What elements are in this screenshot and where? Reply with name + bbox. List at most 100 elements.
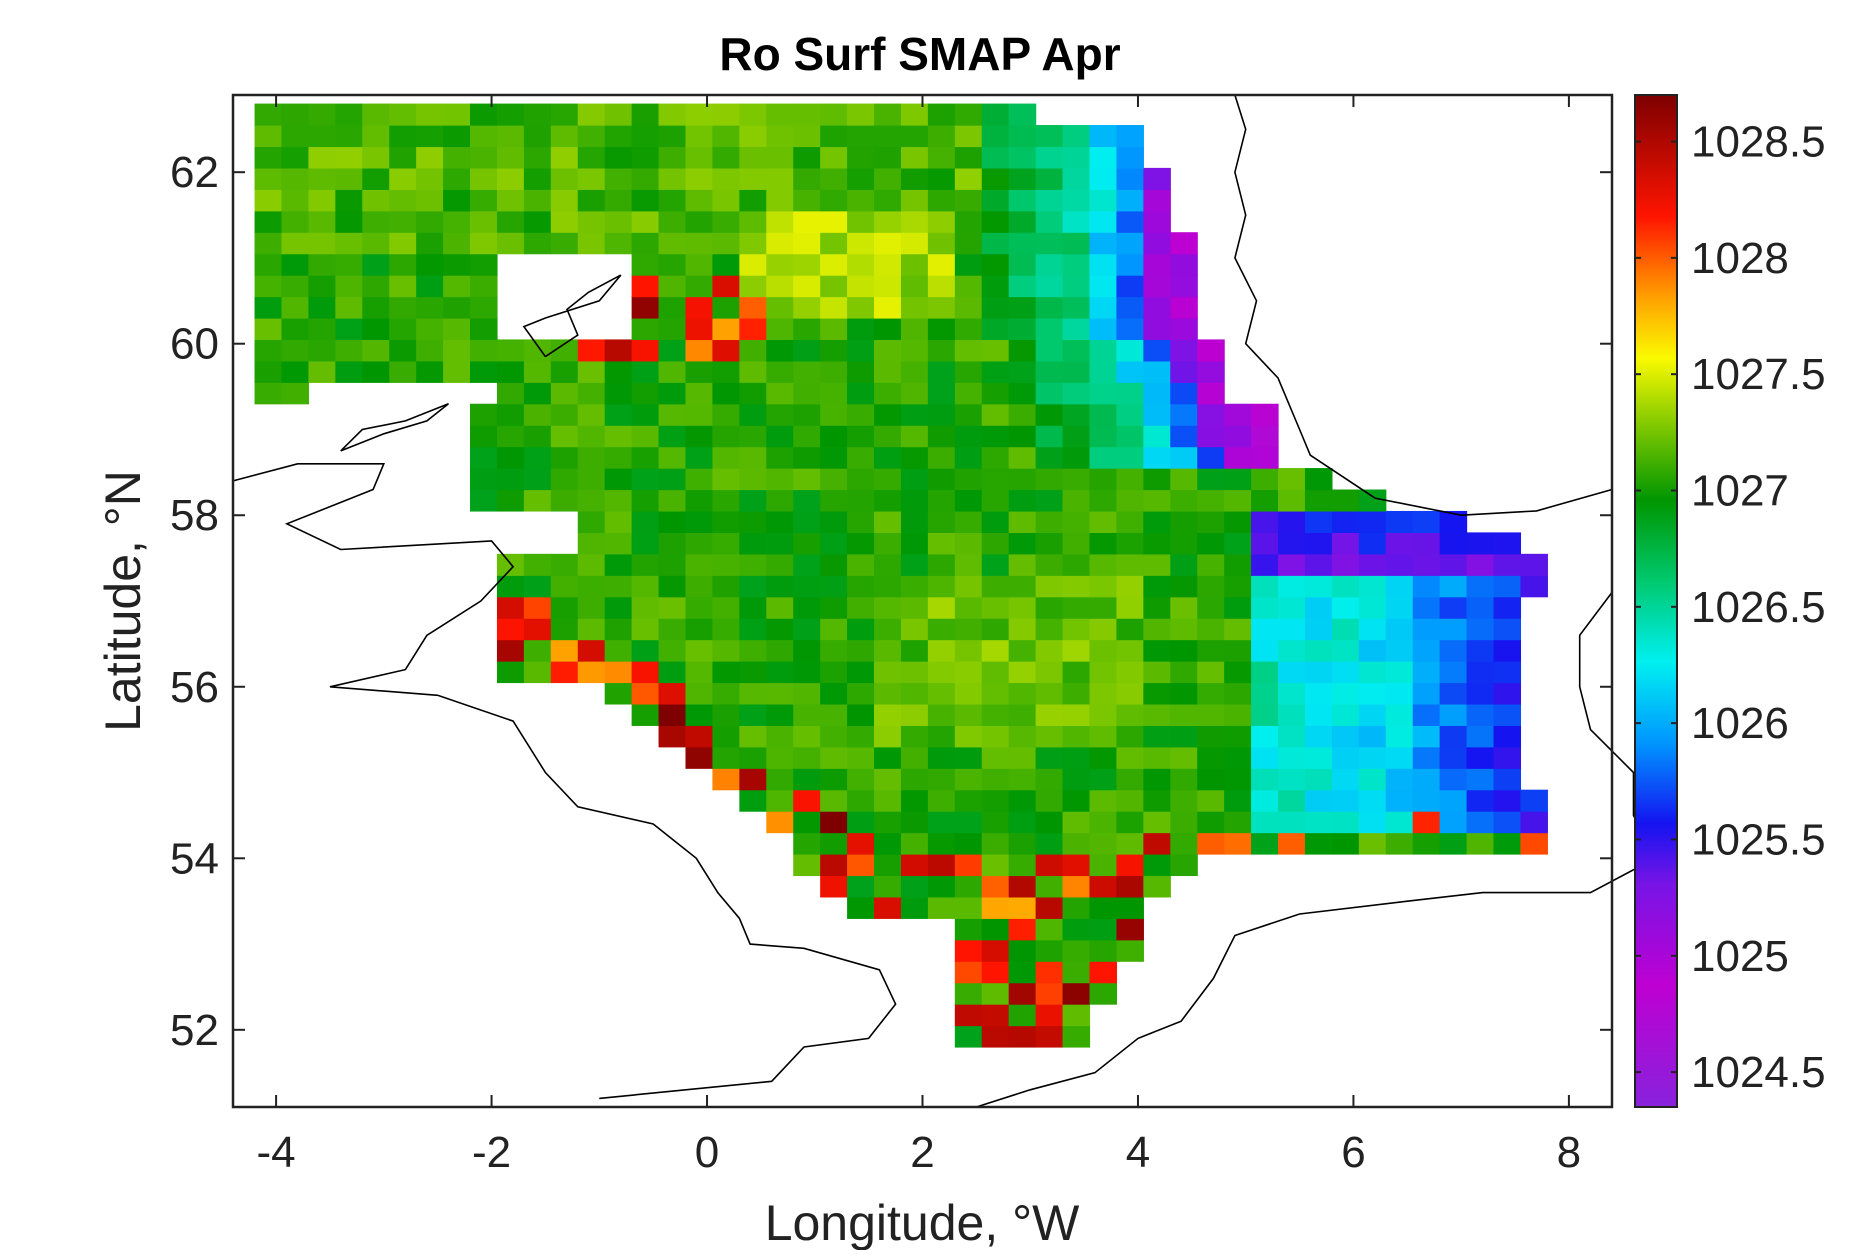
heatmap-cell [1224, 789, 1252, 812]
heatmap-cell [927, 446, 956, 469]
heatmap-cell [1062, 189, 1091, 212]
y-tick-label: 62 [170, 148, 219, 197]
heatmap-cell [712, 275, 740, 298]
x-tick-label: 8 [1557, 1128, 1581, 1177]
heatmap-cell [1251, 575, 1279, 598]
heatmap-cell [927, 811, 956, 834]
heatmap-cell [1331, 725, 1360, 748]
heatmap-cell [927, 360, 956, 383]
heatmap-cell [658, 103, 687, 126]
heatmap-cell [1062, 596, 1091, 619]
heatmap-cell [712, 403, 740, 426]
heatmap-cell [1035, 1004, 1064, 1027]
heatmap-cell [1008, 811, 1037, 834]
heatmap-cell [1331, 768, 1360, 791]
heatmap-cell [523, 167, 552, 190]
heatmap-cell [1116, 789, 1144, 812]
heatmap-cell [1062, 210, 1091, 233]
heatmap-cell [793, 360, 821, 383]
heatmap-cell [631, 468, 660, 491]
heatmap-cell [981, 510, 1010, 533]
heatmap-cell [1035, 339, 1064, 362]
heatmap-cell [658, 661, 687, 684]
heatmap-cell [577, 661, 606, 684]
heatmap-cell [1493, 682, 1522, 705]
heatmap-cell [470, 489, 498, 512]
heatmap-cell [1089, 703, 1118, 726]
heatmap-cell [1466, 789, 1495, 812]
heatmap-cell [1089, 382, 1118, 405]
heatmap-cell [1251, 446, 1279, 469]
heatmap-cell [308, 125, 336, 148]
heatmap-cell [1278, 596, 1306, 619]
heatmap-cell [389, 253, 417, 276]
heatmap-cell [874, 253, 902, 276]
heatmap-cell [685, 682, 714, 705]
heatmap-cell [874, 232, 902, 255]
heatmap-cell [793, 661, 821, 684]
heatmap-cell [604, 167, 633, 190]
heatmap-cell [685, 360, 714, 383]
heatmap-cell [1385, 553, 1414, 576]
heatmap-cell [739, 468, 767, 491]
heatmap-cell [631, 425, 660, 448]
heatmap-cell [550, 125, 579, 148]
heatmap-cell [712, 253, 740, 276]
heatmap-cell [496, 403, 525, 426]
heatmap-cell [1412, 768, 1441, 791]
heatmap-cell [1224, 725, 1252, 748]
heatmap-cell [281, 232, 310, 255]
heatmap-cell [1062, 489, 1091, 512]
heatmap-cell [604, 510, 633, 533]
heatmap-cell [1008, 639, 1037, 662]
heatmap-cell [981, 896, 1010, 919]
heatmap-cell [1089, 982, 1118, 1005]
heatmap-cell [1008, 618, 1037, 641]
heatmap-cell [954, 553, 983, 576]
heatmap-cell [954, 789, 983, 812]
heatmap-cell [1331, 532, 1360, 555]
heatmap-cell [362, 296, 390, 319]
heatmap-cell [685, 553, 714, 576]
heatmap-cell [766, 639, 794, 662]
heatmap-cell [1035, 532, 1064, 555]
heatmap-cell [954, 425, 983, 448]
heatmap-cell [954, 446, 983, 469]
heatmap-cell [954, 982, 983, 1005]
heatmap-cell [496, 167, 525, 190]
heatmap-cell [1008, 661, 1037, 684]
heatmap-cell [712, 317, 740, 341]
heatmap-cell [1170, 232, 1198, 255]
heatmap-cell [874, 553, 902, 576]
heatmap-cell [631, 360, 660, 383]
heatmap-cell [981, 296, 1010, 319]
heatmap-cell [1089, 210, 1118, 233]
heatmap-cell [1197, 553, 1225, 576]
heatmap-cell [847, 553, 875, 576]
heatmap-cell [820, 425, 848, 448]
heatmap-cell [1520, 575, 1548, 598]
heatmap-cell [1197, 382, 1225, 405]
heatmap-cell [1197, 639, 1225, 662]
heatmap-cell [820, 875, 848, 898]
heatmap-cell [981, 553, 1010, 576]
heatmap-cell [1116, 832, 1144, 855]
heatmap-cell [981, 382, 1010, 405]
heatmap-cell [874, 789, 902, 812]
heatmap-cell [793, 854, 821, 877]
heatmap-cell [739, 682, 767, 705]
heatmap-cell [1358, 596, 1387, 619]
heatmap-cell [1089, 811, 1118, 834]
heatmap-cell [1224, 768, 1252, 791]
heatmap-cell [1197, 596, 1225, 619]
heatmap-cell [281, 360, 310, 383]
heatmap-cell [1304, 596, 1333, 619]
heatmap-cell [1116, 446, 1144, 469]
heatmap-cell [927, 103, 956, 126]
heatmap-cell [1089, 639, 1118, 662]
heatmap-cell [1439, 661, 1468, 684]
heatmap-cell [739, 553, 767, 576]
heatmap-cell [1008, 146, 1037, 169]
heatmap-cell [254, 296, 283, 319]
heatmap-cell [631, 532, 660, 555]
